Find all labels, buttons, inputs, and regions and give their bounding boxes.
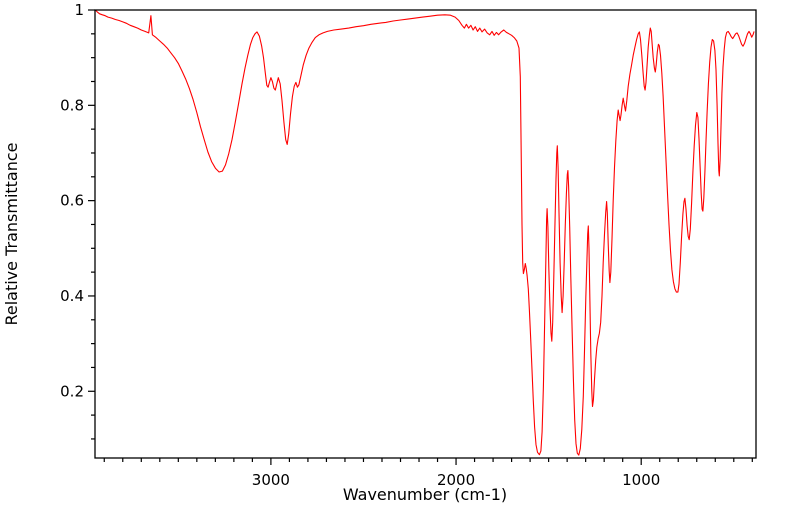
plot-area (95, 10, 756, 458)
y-tick-label: 1 (74, 1, 84, 19)
x-tick-label: 1000 (622, 471, 660, 489)
spectrum-line (95, 9, 755, 456)
y-tick-label: 0.6 (60, 192, 84, 210)
y-tick-label: 0.8 (60, 96, 84, 114)
axis-ticks (88, 9, 753, 465)
x-tick-label: 3000 (252, 471, 290, 489)
x-tick-label: 2000 (437, 471, 475, 489)
axis-tick-labels: 3000 2000 1000 0.2 0.4 0.6 0.8 1 (60, 1, 660, 489)
plot-border (94, 9, 757, 459)
y-axis-label: Relative Transmittance (2, 142, 21, 325)
y-tick-label: 0.4 (60, 287, 84, 305)
y-tick-label: 0.2 (60, 382, 84, 400)
x-axis-label: Wavenumber (cm-1) (343, 485, 507, 504)
